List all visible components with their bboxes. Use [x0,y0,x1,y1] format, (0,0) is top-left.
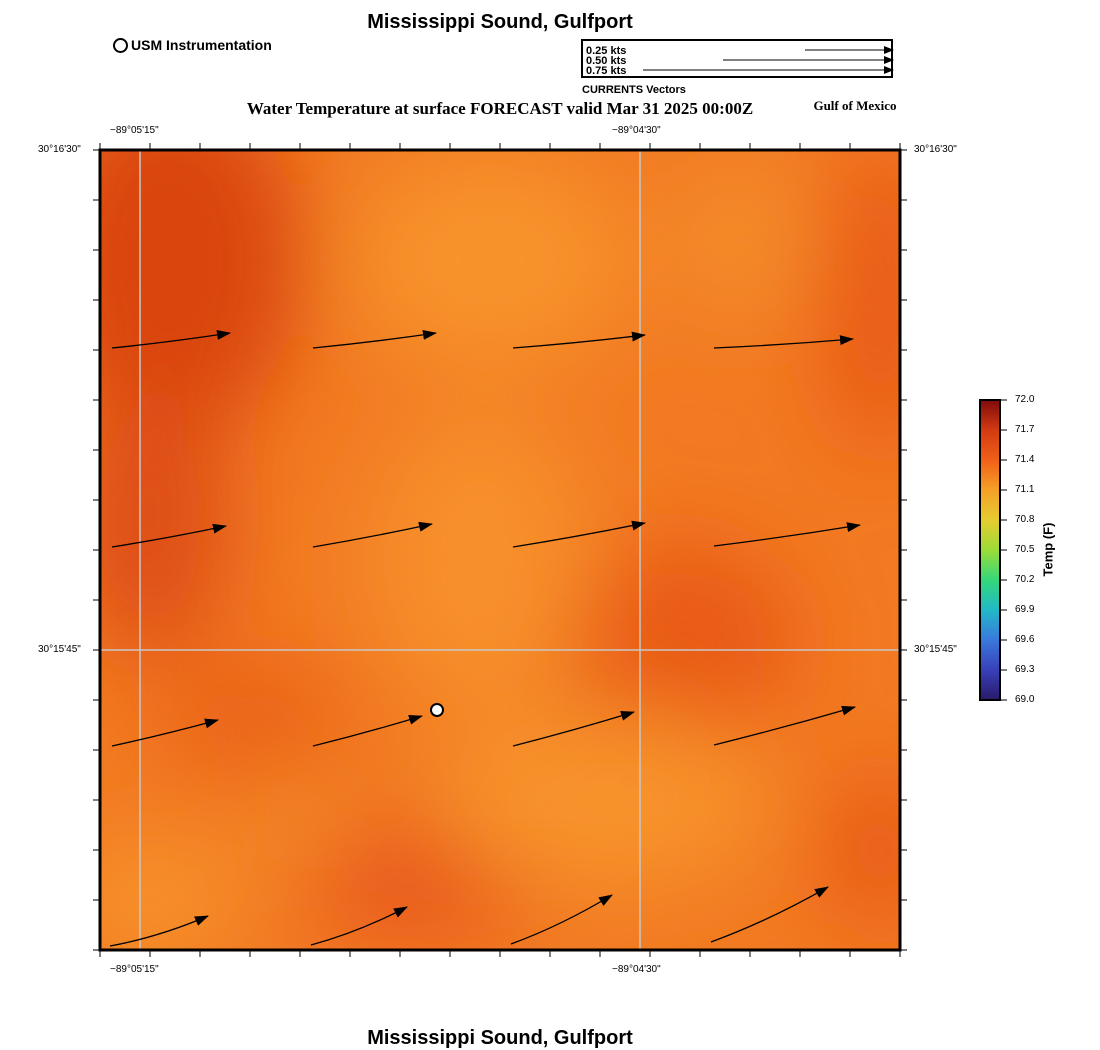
current-vector-r1-c2 [312,329,437,349]
map-title-bottom: Mississippi Sound, Gulfport [367,1027,633,1049]
current-vector-r3-c2 [312,714,423,747]
lon-label-bottom-2: −89°04'30" [612,964,661,975]
current-vector-r1-c1 [111,330,231,349]
current-vector-r3-c1 [111,718,219,747]
usm-station-marker[interactable] [430,703,444,717]
colorbar-tick-label: 71.1 [1015,484,1035,495]
colorbar-tick-label: 72.0 [1015,394,1035,405]
region-label: Gulf of Mexico [813,98,897,113]
vector-legend-row-1: 0.25 kts [586,45,627,57]
colorbar-tick-label: 69.0 [1015,694,1035,705]
current-vector-r2-c2 [312,521,433,548]
map-title-top: Mississippi Sound, Gulfport [367,11,633,33]
lat-label-left-1: 30°16'30" [38,144,81,155]
colorbar-tick-label: 69.9 [1015,604,1035,615]
vector-legend-arrows [643,46,894,74]
forecast-title: Water Temperature at surface FORECAST va… [246,99,754,118]
current-vector-r4-c2 [310,906,408,946]
station-legend-label: USM Instrumentation [131,37,272,53]
temperature-field [100,150,900,950]
colorbar-tick-label: 71.4 [1015,454,1035,465]
colorbar-tick-label: 70.2 [1015,574,1035,585]
colorbar-tick-label: 69.3 [1015,664,1035,675]
current-vector-r3-c4 [713,705,856,746]
axis-ticks [93,143,907,957]
colorbar-tick-label: 70.5 [1015,544,1035,555]
station-marker-icon [113,37,128,53]
current-vector-legend: 0.25 kts 0.50 kts 0.75 kts [581,39,894,78]
current-vector-r4-c1 [109,915,209,947]
current-vectors [109,329,861,947]
current-vector-r2-c3 [512,520,646,548]
lon-label-bottom-1: −89°05'15" [110,964,159,975]
current-vector-r1-c3 [512,331,646,349]
colorbar-tick-label: 69.6 [1015,634,1035,645]
vector-legend-caption: CURRENTS Vectors [582,84,686,96]
lat-label-left-2: 30°15'45" [38,644,81,655]
vector-legend-row-2: 0.50 kts [586,55,627,67]
current-vector-r2-c4 [713,522,861,547]
colorbar-tick-label: 70.8 [1015,514,1035,525]
colorbar-tick-label: 71.7 [1015,424,1035,435]
colorbar-title: Temp (F) [1040,522,1056,577]
current-vector-r4-c4 [710,886,829,943]
lon-label-top-1: −89°05'15" [110,125,159,136]
current-vector-r4-c3 [510,894,613,945]
lon-label-top-2: −89°04'30" [612,125,661,136]
current-vector-r1-c4 [713,335,854,349]
current-vector-r2-c1 [111,523,227,548]
lat-label-right-1: 30°16'30" [914,144,957,155]
vector-legend-row-3: 0.75 kts [586,65,627,77]
current-vector-r3-c3 [512,711,635,747]
station-legend: USM Instrumentation [113,37,272,53]
lat-label-right-2: 30°15'45" [914,644,957,655]
